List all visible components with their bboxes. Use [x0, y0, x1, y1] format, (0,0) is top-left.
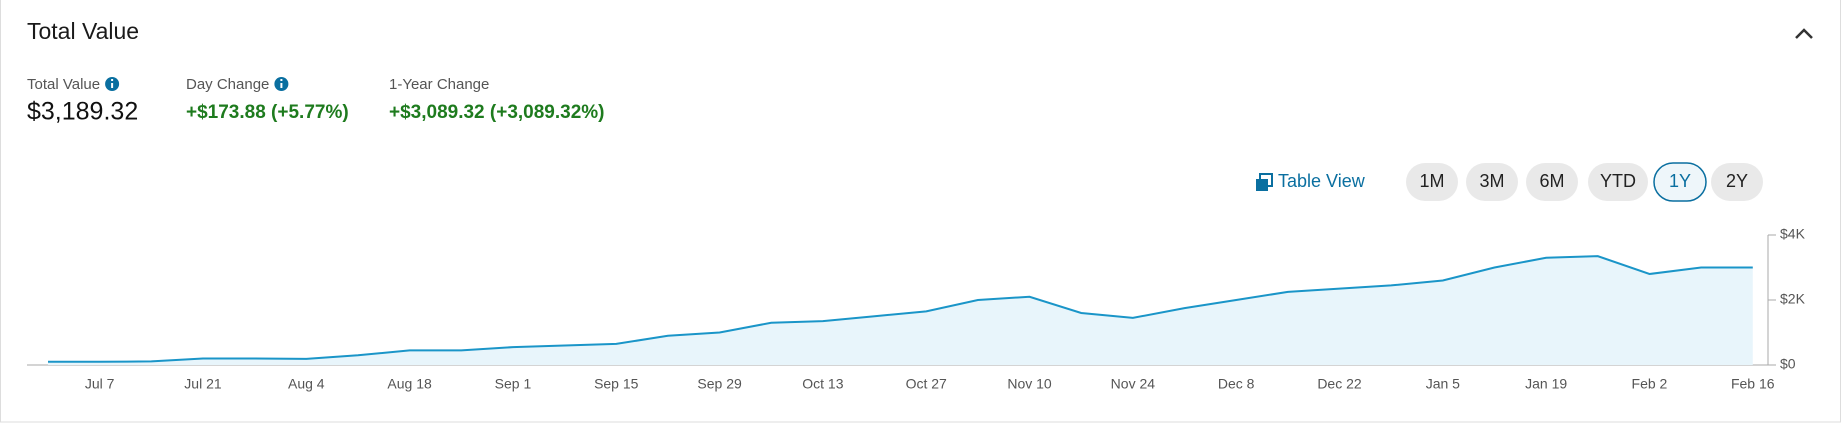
x-tick-label: Dec 22 [1317, 376, 1362, 392]
x-tick-label: Oct 27 [906, 376, 947, 392]
range-label[interactable]: 1Y [1669, 171, 1691, 191]
range-label[interactable]: YTD [1600, 171, 1636, 191]
y-tick-label: $2K [1780, 291, 1806, 307]
range-label[interactable]: 1M [1419, 171, 1444, 191]
x-tick-label: Jan 5 [1426, 376, 1460, 392]
x-tick-label: Aug 18 [387, 376, 432, 392]
range-button[interactable] [1526, 163, 1578, 201]
range-label[interactable]: 3M [1479, 171, 1504, 191]
range-label[interactable]: 6M [1539, 171, 1564, 191]
info-icon-glyph [280, 83, 283, 88]
metric-label: Total Value [27, 76, 100, 93]
x-tick-label: Feb 16 [1731, 376, 1775, 392]
info-icon-dot [111, 79, 114, 81]
card-title: Total Value [27, 18, 139, 44]
info-icon-dot [280, 79, 283, 81]
x-tick-label: Nov 24 [1111, 376, 1156, 392]
range-button[interactable] [1466, 163, 1518, 201]
range-button[interactable] [1406, 163, 1458, 201]
y-tick-label: $0 [1780, 356, 1796, 372]
x-tick-label: Aug 4 [288, 376, 325, 392]
x-tick-label: Feb 2 [1632, 376, 1668, 392]
x-tick-label: Jan 19 [1525, 376, 1567, 392]
x-tick-label: Oct 13 [802, 376, 843, 392]
x-tick-label: Jul 7 [85, 376, 115, 392]
metric-label: 1-Year Change [389, 76, 489, 93]
metric-value: +$173.88 (+5.77%) [186, 102, 349, 123]
range-label[interactable]: 2Y [1726, 171, 1748, 191]
x-tick-label: Nov 10 [1007, 376, 1052, 392]
table-view-icon[interactable] [1256, 179, 1268, 191]
table-view-link[interactable]: Table View [1278, 171, 1366, 191]
x-tick-label: Jul 21 [184, 376, 222, 392]
range-button[interactable] [1711, 163, 1763, 201]
metric-value: $3,189.32 [27, 98, 138, 126]
range-button[interactable] [1653, 162, 1707, 202]
y-tick-label: $4K [1780, 226, 1806, 242]
collapse-toggle[interactable] [1795, 28, 1813, 39]
area-fill [48, 256, 1753, 365]
x-tick-label: Dec 8 [1218, 376, 1255, 392]
info-icon-glyph [111, 83, 114, 88]
range-button[interactable] [1588, 163, 1648, 201]
x-tick-label: Sep 15 [594, 376, 639, 392]
x-tick-label: Sep 1 [495, 376, 532, 392]
value-line [48, 255, 1753, 363]
metric-label: Day Change [186, 76, 269, 93]
metric-value: +$3,089.32 (+3,089.32%) [389, 102, 605, 123]
x-tick-label: Sep 29 [697, 376, 742, 392]
